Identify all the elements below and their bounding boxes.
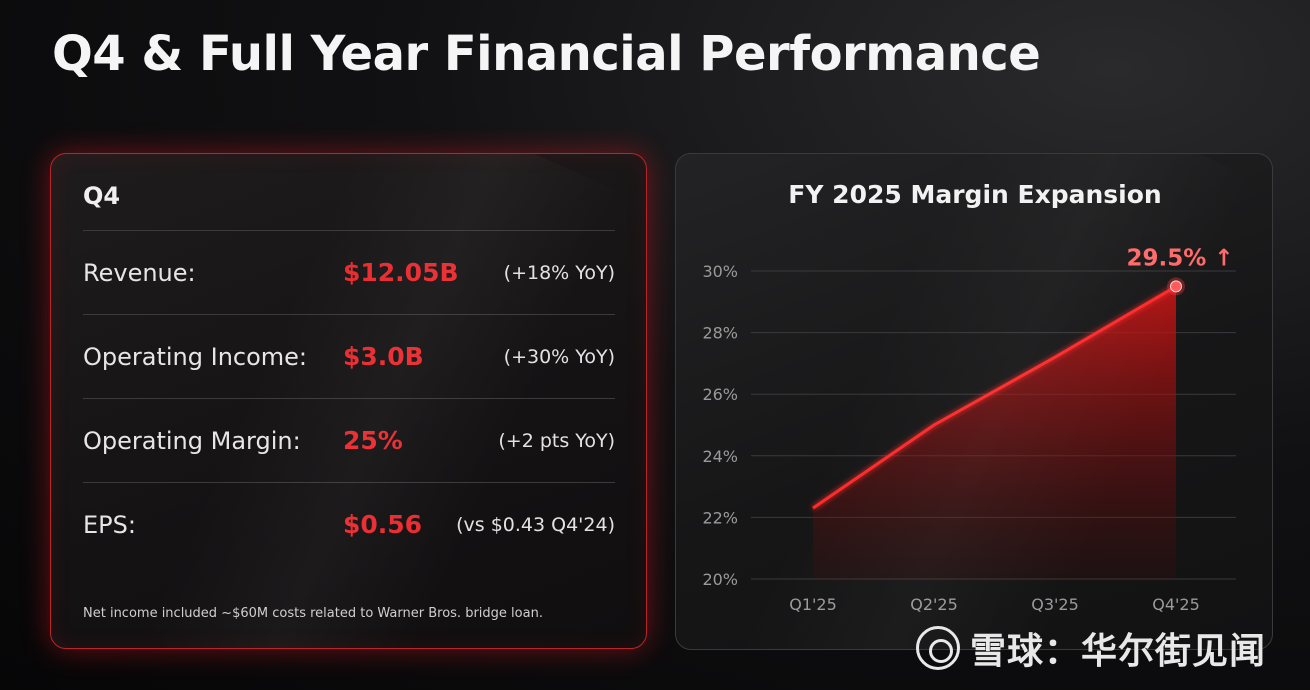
y-tick-label: 22% bbox=[702, 508, 738, 527]
metric-row-eps: EPS: $0.56 (vs $0.43 Q4'24) bbox=[83, 495, 615, 555]
metric-label: Operating Margin: bbox=[83, 427, 301, 455]
y-tick-label: 28% bbox=[702, 324, 738, 343]
data-point bbox=[1170, 280, 1182, 293]
x-tick-label: Q2'25 bbox=[910, 595, 958, 614]
metric-value: 25% bbox=[343, 426, 403, 455]
x-tick-label: Q4'25 bbox=[1152, 595, 1200, 614]
x-tick-label: Q1'25 bbox=[789, 595, 837, 614]
area-fill bbox=[813, 286, 1176, 579]
watermark: 雪球：华尔街见闻 bbox=[915, 622, 1266, 674]
xueqiu-logo-icon bbox=[915, 626, 960, 670]
series-line bbox=[812, 285, 1177, 510]
metric-value: $12.05B bbox=[343, 258, 459, 287]
y-tick-label: 26% bbox=[702, 385, 738, 404]
metric-value: $0.56 bbox=[343, 510, 423, 539]
y-tick-label: 30% bbox=[702, 262, 738, 281]
x-tick-label: Q3'25 bbox=[1031, 595, 1079, 614]
metric-label: EPS: bbox=[83, 511, 136, 539]
watermark-text: 雪球：华尔街见闻 bbox=[969, 631, 1266, 672]
footnote: Net income included ~$60M costs related … bbox=[83, 606, 543, 621]
metric-value: $3.0B bbox=[343, 342, 424, 371]
metric-change: (+30% YoY) bbox=[503, 346, 615, 368]
metric-label: Revenue: bbox=[83, 259, 196, 287]
metric-change: (+18% YoY) bbox=[503, 262, 615, 284]
metric-row-operating-margin: Operating Margin: 25% (+2 pts YoY) bbox=[83, 411, 615, 471]
y-tick-label: 20% bbox=[702, 570, 738, 589]
divider bbox=[83, 230, 615, 231]
margin-chart-card: FY 2025 Margin Expansion 20% 22% 24% 26% 28%… bbox=[675, 153, 1273, 650]
q4-card: Q4 Revenue: $12.05B (+18% YoY) Operating… bbox=[50, 153, 647, 649]
metric-row-operating-income: Operating Income: $3.0B (+30% YoY) bbox=[83, 327, 615, 387]
q4-card-title: Q4 bbox=[83, 182, 121, 210]
margin-chart: 20% 22% 24% 26% 28% 30% Q1'25 Q2'25 Q3'25 Q4'25 2… bbox=[702, 245, 1236, 614]
data-label-annotation: 29.5% ↑ bbox=[1126, 245, 1233, 271]
metric-change: (+2 pts YoY) bbox=[498, 430, 615, 452]
chart-title: FY 2025 Margin Expansion bbox=[788, 180, 1162, 209]
metric-label: Operating Income: bbox=[83, 343, 308, 371]
metric-change: (vs $0.43 Q4'24) bbox=[456, 514, 615, 536]
metric-row-revenue: Revenue: $12.05B (+18% YoY) bbox=[83, 243, 615, 303]
divider bbox=[83, 482, 615, 483]
y-tick-label: 24% bbox=[702, 447, 738, 466]
divider bbox=[83, 314, 615, 315]
page-title: Q4 & Full Year Financial Performance bbox=[52, 26, 1041, 82]
divider bbox=[83, 398, 615, 399]
